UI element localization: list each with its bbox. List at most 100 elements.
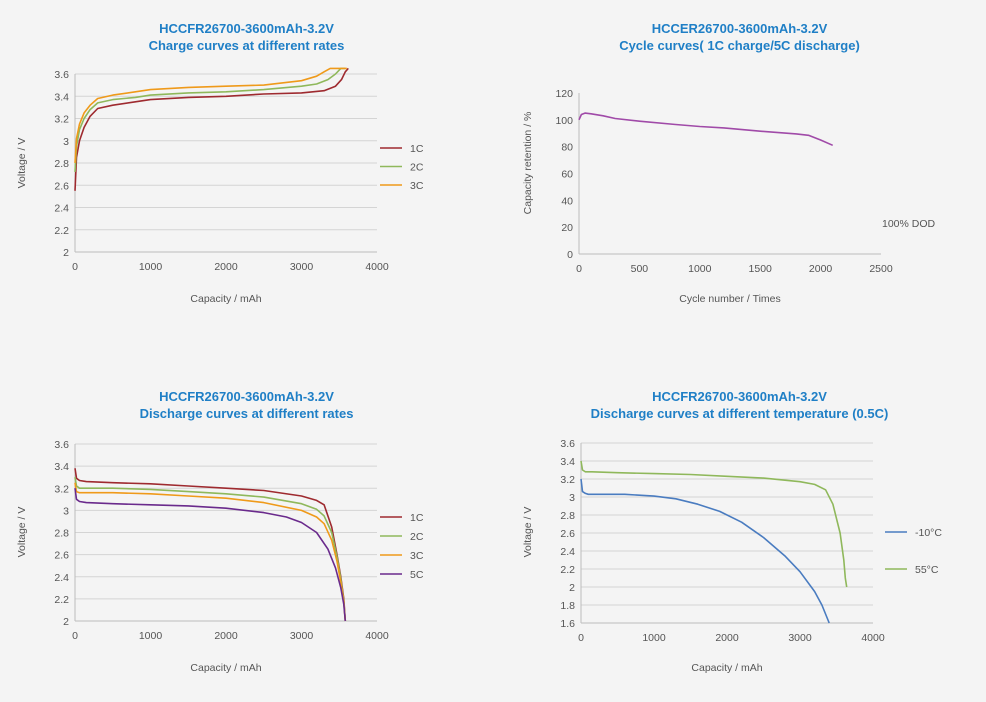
y-tick-label: 80 bbox=[561, 142, 573, 154]
y-tick-label: 1.6 bbox=[560, 618, 575, 630]
y-tick-label: 3.6 bbox=[54, 69, 69, 81]
legend-label: 1C bbox=[410, 143, 424, 155]
x-tick-label: 1500 bbox=[749, 263, 773, 275]
x-tick-label: 4000 bbox=[365, 630, 389, 642]
legend-label: 3C bbox=[410, 550, 424, 562]
y-tick-label: 2.4 bbox=[54, 203, 69, 215]
x-tick-label: 1000 bbox=[139, 261, 163, 273]
legend-label: -10°C bbox=[915, 527, 942, 539]
x-tick-label: 0 bbox=[578, 632, 584, 644]
y-tick-label: 3.4 bbox=[560, 456, 575, 468]
y-tick-label: 2 bbox=[569, 582, 575, 594]
x-tick-label: 4000 bbox=[365, 261, 389, 273]
chart-subtitle: Cycle curves( 1C charge/5C discharge) bbox=[619, 38, 860, 53]
x-tick-label: 2000 bbox=[214, 630, 238, 642]
y-tick-label: 2.2 bbox=[54, 594, 69, 606]
x-tick-label: 2000 bbox=[715, 632, 739, 644]
series-line bbox=[74, 482, 347, 622]
x-tick-label: 3000 bbox=[290, 261, 314, 273]
chart-plot: 2 2.2 2.4 2.6 2.8 3 3.2 3.4 3.6 0 1000 2000 3000 4000… bbox=[16, 439, 424, 674]
y-tick-label: 3.2 bbox=[54, 114, 69, 126]
chart-title: HCCFR26700-3600mAh-3.2V bbox=[159, 21, 334, 36]
y-tick-label: 3.2 bbox=[560, 474, 575, 486]
y-tick-label: 0 bbox=[567, 249, 573, 261]
x-tick-label: 2500 bbox=[869, 263, 893, 275]
x-tick-label: 3000 bbox=[290, 630, 314, 642]
chart-plot: 2 2.2 2.4 2.6 2.8 3 3.2 3.4 3.6 0 1000 2000 3000 4000… bbox=[16, 67, 424, 305]
x-tick-label: 0 bbox=[576, 263, 582, 275]
series-line bbox=[74, 468, 347, 622]
x-tick-label: 0 bbox=[72, 630, 78, 642]
x-axis-label: Capacity / mAh bbox=[691, 662, 762, 674]
x-axis-label: Cycle number / Times bbox=[679, 293, 781, 305]
chart-title: HCCFR26700-3600mAh-3.2V bbox=[159, 389, 334, 404]
legend-label: 3C bbox=[410, 180, 424, 192]
series-line bbox=[580, 478, 830, 624]
y-tick-label: 3 bbox=[63, 505, 69, 517]
x-tick-label: 500 bbox=[631, 263, 649, 275]
chart-annotation: 100% DOD bbox=[882, 218, 936, 230]
legend-label: 5C bbox=[410, 569, 424, 581]
chart-title: HCCER26700-3600mAh-3.2V bbox=[651, 21, 828, 36]
y-tick-label: 2 bbox=[63, 247, 69, 259]
series-line bbox=[578, 112, 834, 147]
legend-label: 1C bbox=[410, 512, 424, 524]
y-tick-label: 2.4 bbox=[560, 546, 575, 558]
chart-panel-4: HCCFR26700-3600mAh-3.2V Discharge curves… bbox=[493, 351, 986, 702]
y-tick-label: 120 bbox=[555, 88, 573, 100]
series-line bbox=[580, 460, 848, 588]
y-tick-label: 20 bbox=[561, 222, 573, 234]
series-line bbox=[74, 67, 347, 164]
y-tick-label: 3.6 bbox=[560, 438, 575, 450]
y-tick-label: 2.8 bbox=[560, 510, 575, 522]
y-tick-label: 2.4 bbox=[54, 572, 69, 584]
y-tick-label: 3 bbox=[569, 492, 575, 504]
y-tick-label: 60 bbox=[561, 169, 573, 181]
chart-panel-1: HCCFR26700-3600mAh-3.2V Charge curves at… bbox=[0, 0, 493, 351]
y-tick-label: 2.6 bbox=[54, 180, 69, 192]
y-tick-label: 3.2 bbox=[54, 483, 69, 495]
y-tick-label: 40 bbox=[561, 195, 573, 207]
series-line bbox=[74, 488, 347, 622]
y-tick-label: 2 bbox=[63, 616, 69, 628]
y-tick-label: 2.6 bbox=[54, 550, 69, 562]
y-tick-label: 2.6 bbox=[560, 528, 575, 540]
x-tick-label: 4000 bbox=[861, 632, 885, 644]
y-tick-label: 3 bbox=[63, 136, 69, 148]
y-tick-label: 2.2 bbox=[54, 225, 69, 237]
chart-plot: 1.6 1.8 2 2.2 2.4 2.6 2.8 3 3.2 3.4 3.6 0 1000 2000 30… bbox=[522, 438, 942, 674]
y-axis-label: Voltage / V bbox=[522, 507, 534, 558]
series-line bbox=[74, 477, 347, 622]
legend-label: 2C bbox=[410, 531, 424, 543]
y-tick-label: 2.2 bbox=[560, 564, 575, 576]
legend-label: 2C bbox=[410, 162, 424, 174]
x-axis-label: Capacity / mAh bbox=[190, 662, 261, 674]
y-tick-label: 2.8 bbox=[54, 158, 69, 170]
x-tick-label: 1000 bbox=[688, 263, 712, 275]
chart-subtitle: Discharge curves at different rates bbox=[139, 406, 354, 421]
legend-label: 55°C bbox=[915, 564, 939, 576]
chart-subtitle: Charge curves at different rates bbox=[148, 38, 345, 53]
y-axis-label: Voltage / V bbox=[16, 507, 28, 558]
chart-title: HCCFR26700-3600mAh-3.2V bbox=[652, 389, 827, 404]
x-tick-label: 1000 bbox=[642, 632, 666, 644]
y-tick-label: 100 bbox=[555, 115, 573, 127]
y-axis-label: Voltage / V bbox=[16, 138, 28, 189]
chart-subtitle: Discharge curves at different temperatur… bbox=[590, 406, 889, 421]
y-tick-label: 3.4 bbox=[54, 461, 69, 473]
x-tick-label: 3000 bbox=[788, 632, 812, 644]
chart-plot: 0 20 40 60 80 100 120 0 500 1000 1500 2000 2500 Cycle… bbox=[522, 88, 936, 305]
y-tick-label: 1.8 bbox=[560, 600, 575, 612]
chart-panel-2: HCCER26700-3600mAh-3.2V Cycle curves( 1C… bbox=[493, 0, 986, 351]
x-tick-label: 0 bbox=[72, 261, 78, 273]
series-line bbox=[74, 67, 346, 172]
x-axis-label: Capacity / mAh bbox=[190, 293, 261, 305]
y-axis-label: Capacity retention / % bbox=[522, 112, 534, 215]
chart-panel-3: HCCFR26700-3600mAh-3.2V Discharge curves… bbox=[0, 351, 493, 702]
y-tick-label: 3.6 bbox=[54, 439, 69, 451]
y-tick-label: 3.4 bbox=[54, 91, 69, 103]
series-line bbox=[74, 67, 349, 191]
x-tick-label: 1000 bbox=[139, 630, 163, 642]
y-tick-label: 2.8 bbox=[54, 528, 69, 540]
x-tick-label: 2000 bbox=[214, 261, 238, 273]
